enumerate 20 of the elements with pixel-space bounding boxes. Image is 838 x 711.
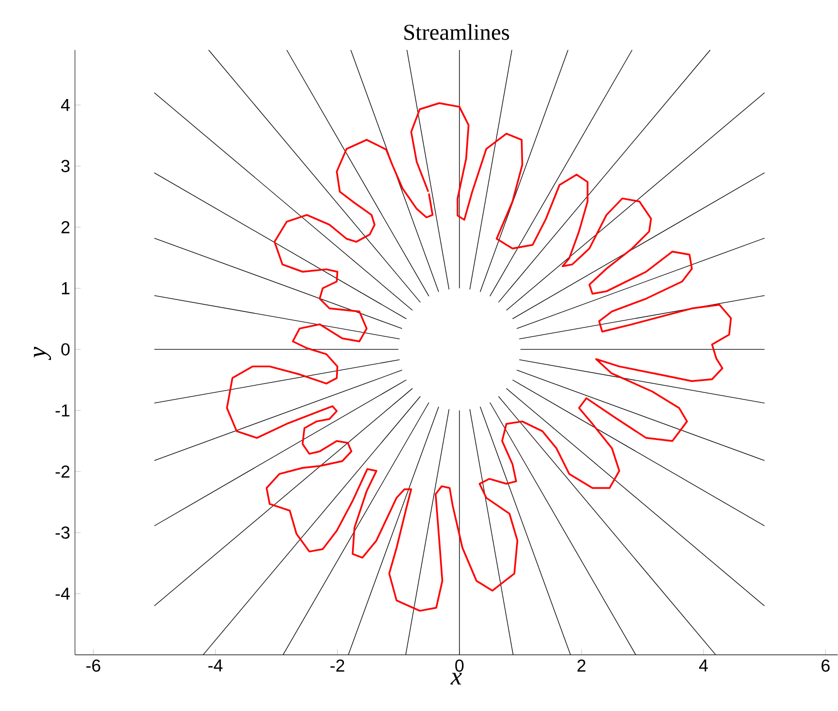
x-axis-title: x (450, 673, 462, 685)
x-tick-label: -4 (208, 660, 223, 672)
y-tick-label: -3 (56, 526, 70, 539)
x-tick-label: 0 (455, 660, 464, 672)
y-tick-label: 0 (61, 343, 70, 356)
y-tick-label: 1 (62, 282, 70, 294)
x-tick-label: -6 (86, 660, 100, 672)
x-tick-label: -2 (330, 660, 344, 672)
y-tick-label: 4 (61, 99, 70, 112)
x-tick-label: 4 (699, 660, 708, 672)
y-tick-label: -1 (56, 404, 70, 416)
line-series (226, 102, 732, 612)
y-tick-label: 2 (62, 221, 70, 234)
y-tick-label: 3 (61, 160, 70, 172)
y-tick-label: -4 (56, 588, 70, 600)
y-axis-title: y (34, 346, 52, 360)
x-tick-label: 2 (578, 660, 586, 672)
y-tick-label: -2 (56, 466, 70, 478)
x-tick-label: 6 (822, 660, 830, 672)
chart-title: Streamlines (404, 24, 510, 40)
